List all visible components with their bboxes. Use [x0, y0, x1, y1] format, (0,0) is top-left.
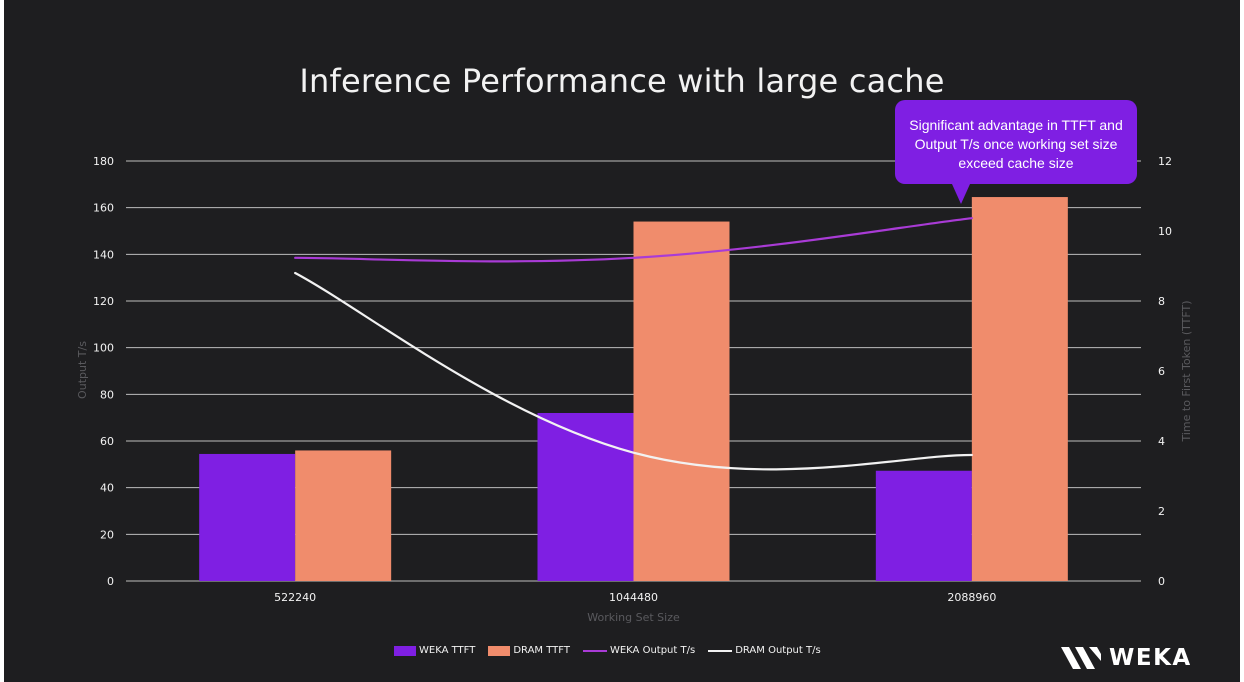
y-tick-label: 0 [107, 575, 114, 588]
y-tick-label: 40 [100, 482, 114, 495]
callout-tail [952, 184, 970, 204]
bar-dram-ttft [971, 197, 1068, 582]
x-tick-label: 2088960 [947, 591, 996, 604]
bars [199, 197, 1068, 582]
legend-label-weka-output: WEKA Output T/s [609, 645, 696, 656]
y2-tick-label: 12 [1158, 155, 1172, 168]
legend-label-dram-ttft: DRAM TTFT [513, 645, 570, 656]
y-tick-label: 100 [93, 342, 114, 355]
weka-logo-text: WEKA [1109, 645, 1192, 671]
x-axis-title: Working Set Size [587, 611, 680, 624]
series-lines [294, 217, 973, 471]
legend-swatch-weka-ttft [394, 645, 416, 656]
y2-axis-title: Time to First Token (TTFT) [1180, 300, 1193, 442]
legend-item-weka-output: WEKA Output T/s [582, 645, 696, 656]
weka-logo: WEKA [1061, 645, 1192, 671]
legend: WEKA TTFT DRAM TTFT WEKA Output T/s DRAM… [394, 645, 834, 656]
y2-tick-label: 4 [1158, 435, 1165, 448]
bar-weka-ttft [875, 470, 972, 581]
slide: Inference Performance with large cache 0… [4, 0, 1240, 682]
y-tick-label: 180 [93, 155, 114, 168]
y-tick-label: 20 [100, 528, 114, 541]
line-dram-output [294, 271, 973, 471]
line-weka-output [294, 217, 973, 263]
legend-item-dram-ttft: DRAM TTFT [488, 645, 570, 656]
x-tick-label: 1044480 [609, 591, 658, 604]
y2-tick-label: 0 [1158, 575, 1165, 588]
y-tick-label: 60 [100, 435, 114, 448]
y-axis-title: Output T/s [76, 341, 89, 399]
x-tick-label: 522240 [274, 591, 316, 604]
legend-label-dram-output: DRAM Output T/s [735, 645, 821, 656]
bar-weka-ttft [537, 413, 634, 581]
y2-tick-label: 2 [1158, 505, 1165, 518]
y2-tick-label: 8 [1158, 295, 1165, 308]
bar-dram-ttft [295, 450, 392, 581]
axis-labels: 0 20 40 60 80 100 120 140 160 180 0 2 4 6 8 10 12 522240 1… [76, 155, 1193, 624]
bar-weka-ttft [199, 453, 296, 581]
y-tick-label: 80 [100, 388, 114, 401]
legend-swatch-dram-ttft [488, 645, 511, 656]
y-tick-label: 120 [93, 295, 114, 308]
y-tick-label: 160 [93, 202, 114, 215]
legend-item-weka-ttft: WEKA TTFT [394, 645, 475, 656]
legend-label-weka-ttft: WEKA TTFT [419, 645, 476, 656]
callout-box: Significant advantage in TTFT and Output… [895, 100, 1137, 184]
y-tick-label: 140 [93, 248, 114, 261]
y2-tick-label: 10 [1158, 225, 1172, 238]
legend-swatch-dram-output [708, 649, 733, 652]
chart-area: 0 20 40 60 80 100 120 140 160 180 0 2 4 6 8 10 12 522240 1… [76, 155, 1193, 624]
chart-title: Inference Performance with large cache [299, 62, 945, 100]
weka-logo-icon [1061, 647, 1101, 669]
y2-tick-label: 6 [1158, 365, 1165, 378]
legend-swatch-weka-output [582, 649, 607, 652]
bar-dram-ttft [633, 221, 730, 582]
legend-item-dram-output: DRAM Output T/s [708, 645, 821, 656]
